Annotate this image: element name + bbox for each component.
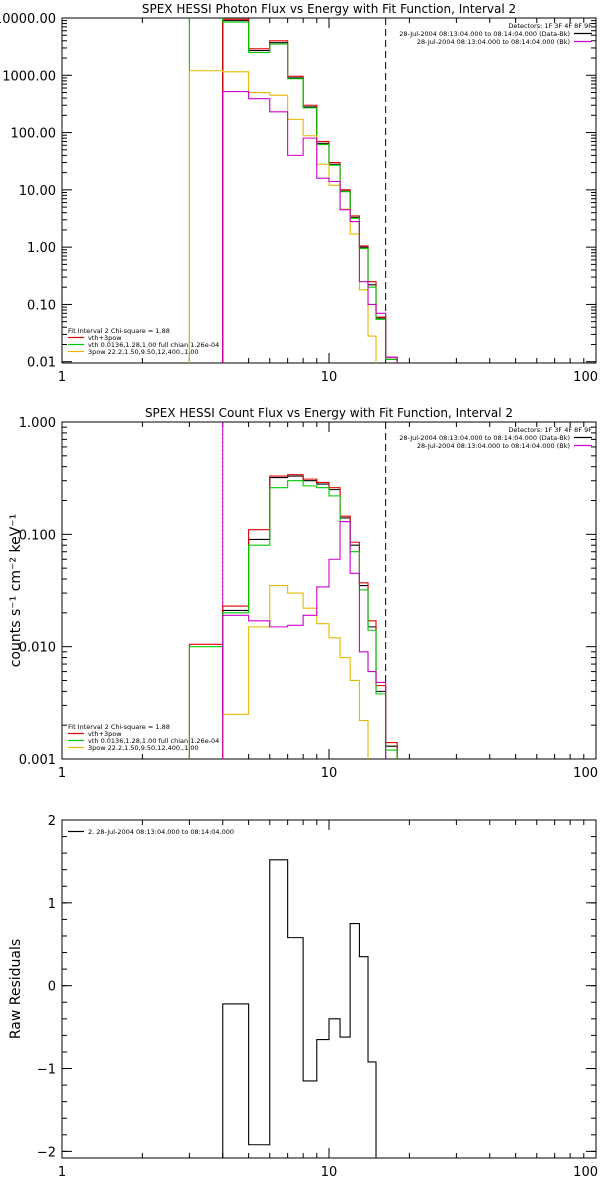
legend-entry: vth+3pow — [88, 334, 122, 342]
y-tick-label: 0.10 — [27, 298, 56, 313]
y-axis-label: Raw Residuals — [8, 939, 24, 1039]
plot-frame — [61, 421, 597, 760]
info-heading: Detectors: 1F 3F 4F 8F 9F — [508, 426, 592, 434]
y-tick-label: 0 — [48, 980, 56, 995]
chart-panel-2: SPEX HESSI Count Flux vs Energy with Fit… — [8, 406, 598, 781]
legend-heading: Fit Interval 2 Chi-square = 1.88 — [68, 723, 170, 731]
y-tick-label: −2 — [37, 1145, 56, 1160]
x-tick-label: 1 — [58, 1165, 66, 1180]
y-tick-label: 2 — [48, 814, 56, 829]
legend-entry: vth+3pow — [88, 730, 122, 738]
y-tick-label: 0.100 — [19, 528, 56, 543]
legend-heading: Fit Interval 2 Chi-square = 1.88 — [68, 327, 170, 335]
chart-title: SPEX HESSI Photon Flux vs Energy with Fi… — [142, 2, 516, 16]
y-tick-label: 1.000 — [19, 416, 56, 431]
info-line: 28-Jul-2004 08:13:04.000 to 08:14:04.000… — [399, 30, 570, 38]
legend-entry: 3pow 22.2,1.50,9.50,12,400.,1.00 — [88, 348, 199, 356]
y-tick-label: 1 — [48, 897, 56, 912]
x-tick-label: 10 — [321, 766, 338, 781]
series-1-line — [222, 859, 387, 1158]
plot-frame — [61, 17, 597, 364]
series-2-line — [188, 474, 398, 759]
x-tick-label: 10 — [321, 1165, 338, 1180]
y-tick-label: −1 — [37, 1063, 56, 1078]
x-tick-label: 1 — [58, 766, 66, 781]
chart-panel-1: SPEX HESSI Photon Flux vs Energy with Fi… — [0, 2, 598, 385]
x-tick-label: 100 — [573, 1165, 598, 1180]
plot-area — [188, 18, 398, 363]
series-5-line — [222, 520, 387, 759]
x-tick-label: 100 — [573, 370, 598, 385]
chart-title: SPEX HESSI Count Flux vs Energy with Fit… — [145, 406, 513, 420]
legend-entry: 3pow 22.2,1.50,9.50,12,400.,1.00 — [88, 744, 199, 752]
y-tick-label: 0.01 — [27, 356, 56, 371]
y-axis-label: counts s⁻¹ cm⁻² keV⁻¹ — [8, 514, 24, 668]
series-5-line — [222, 91, 398, 363]
y-tick-label: 0.010 — [19, 641, 56, 656]
y-tick-label: 100.00 — [11, 127, 57, 142]
series-3-line — [188, 480, 398, 759]
y-tick-label: 1.00 — [27, 241, 56, 256]
series-4-line — [222, 585, 369, 759]
plot-area — [188, 422, 398, 759]
plot-frame — [61, 819, 597, 1159]
y-tick-label: 0.001 — [19, 753, 56, 768]
x-tick-label: 1 — [58, 370, 66, 385]
legend-entry: vth 0.0136,1.28,1.00 full chian 1.26e-04 — [88, 341, 219, 349]
y-tick-label: 1000.00 — [2, 69, 56, 84]
info-line: 28-Jul-2004 08:13:04.000 to 08:14:04.000… — [399, 434, 570, 442]
chart-panel-3: Raw Residuals 1 10 100 −2 −1 0 1 2 2. 28-Jul-2004… — [8, 814, 598, 1180]
x-tick-label: 100 — [573, 766, 598, 781]
legend-entry: 2. 28-Jul-2004 08:13:04.000 to 08:14:04.… — [88, 828, 234, 836]
plot-area — [222, 859, 387, 1158]
info-heading: Detectors: 1F 3F 4F 8F 9F — [508, 22, 592, 30]
x-tick-label: 10 — [321, 370, 338, 385]
series-3-line — [188, 18, 398, 363]
info-line: 28-Jul-2004 08:13:04.000 to 08:14:04.000… — [417, 442, 570, 450]
y-tick-label: 10.00 — [19, 184, 56, 199]
y-tick-label: 10000.00 — [0, 12, 56, 27]
legend-entry: vth 0.0136,1.28,1.00 full chian 1.26e-04 — [88, 737, 219, 745]
info-line: 28-Jul-2004 08:13:04.000 to 08:14:04.000… — [417, 38, 570, 46]
